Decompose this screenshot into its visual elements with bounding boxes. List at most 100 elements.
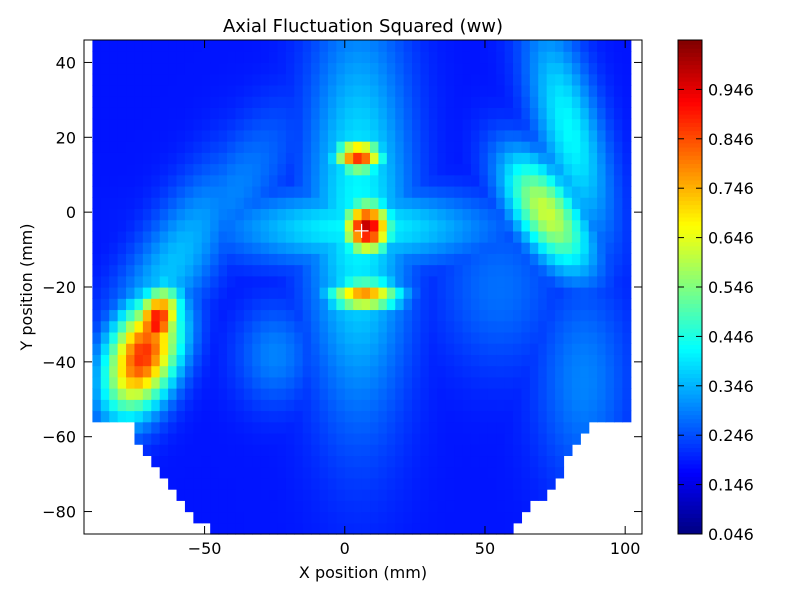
heatmap-cell [496,275,506,288]
heatmap-cell [529,197,539,210]
heatmap-cell [504,343,514,355]
heatmap-cell [277,141,287,153]
heatmap-cell [454,219,464,232]
heatmap-cell [134,51,144,64]
heatmap-cell [395,73,405,86]
heatmap-cell [454,376,464,389]
colorbar-segment [678,40,702,45]
heatmap-cell [437,365,447,378]
heatmap-cell [445,320,455,333]
colorbar-segment [678,402,702,407]
heatmap-cell [269,421,279,434]
heatmap-cell [311,141,321,153]
heatmap-cell [412,129,422,142]
heatmap-cell [235,287,245,299]
heatmap-cell [319,219,329,232]
heatmap-cell [302,174,312,187]
heatmap-cell [142,287,152,299]
heatmap-cell [437,444,447,457]
heatmap-cell [353,500,363,513]
heatmap-cell [546,152,556,165]
heatmap-cell [168,230,178,243]
heatmap-cell [184,141,194,153]
heatmap-cell [437,242,447,254]
heatmap-cell [344,51,354,64]
heatmap-cell [294,174,304,187]
heatmap-cell [462,197,472,210]
heatmap-cell [218,399,228,412]
heatmap-cell [311,118,321,131]
heatmap-cell [227,141,237,153]
heatmap-cell [571,107,581,120]
colorbar-segment [678,295,702,300]
heatmap-cell [126,388,136,400]
heatmap-cell [622,388,632,400]
heatmap-cell [513,51,523,64]
heatmap-cell [193,298,203,311]
heatmap-cell [252,455,262,468]
heatmap-cell [344,141,354,153]
heatmap-cell [445,230,455,243]
heatmap-cell [386,343,396,355]
heatmap-cell [100,275,110,288]
heatmap-cell [193,73,203,86]
heatmap-cell [336,118,346,131]
heatmap-cell [260,230,270,243]
heatmap-cell [269,73,279,86]
heatmap-cell [201,62,211,75]
heatmap-cell [403,40,413,52]
heatmap-cell [176,320,186,333]
heatmap-cell [327,73,337,86]
heatmap-cell [529,365,539,378]
heatmap-cell [134,118,144,131]
heatmap-cell [92,331,102,344]
heatmap-cell [496,522,506,535]
colorbar-segment [678,101,702,107]
heatmap-cell [243,242,253,254]
heatmap-cell [470,264,480,277]
heatmap-cell [109,141,119,153]
heatmap-cell [395,96,405,108]
heatmap-cell [395,522,405,535]
colorbar-segment [678,385,702,391]
heatmap-cell [395,242,405,254]
heatmap-cell [386,489,396,501]
heatmap-cell [504,141,514,153]
heatmap-cell [563,185,573,198]
heatmap-cell [529,444,539,457]
heatmap-cell [319,287,329,299]
heatmap-cell [470,275,480,288]
heatmap-cell [378,185,388,198]
heatmap-cell [92,309,102,322]
heatmap-cell [622,365,632,378]
heatmap-cell [151,421,161,434]
heatmap-cell [235,275,245,288]
colorbar-segment [678,480,702,486]
heatmap-cell [361,163,371,176]
heatmap-cell [588,40,598,52]
heatmap-cell [302,118,312,131]
heatmap-cell [487,365,497,378]
heatmap-cell [311,298,321,311]
heatmap-cell [311,388,321,400]
heatmap-cell [126,230,136,243]
heatmap-cell [285,197,295,210]
heatmap-cell [134,287,144,299]
heatmap-cell [227,264,237,277]
heatmap-cell [412,208,422,221]
heatmap-cell [454,129,464,142]
heatmap-cell [445,219,455,232]
heatmap-cell [260,388,270,400]
heatmap-cell [546,376,556,389]
heatmap-cell [571,242,581,254]
heatmap-cell [546,118,556,131]
heatmap-cell [151,141,161,153]
heatmap-cell [504,320,514,333]
heatmap-cell [92,343,102,355]
heatmap-cell [479,152,489,165]
heatmap-cell [445,253,455,266]
heatmap-cell [479,309,489,322]
heatmap-cell [159,287,169,299]
colorbar-segment [678,361,702,366]
heatmap-cell [201,410,211,423]
